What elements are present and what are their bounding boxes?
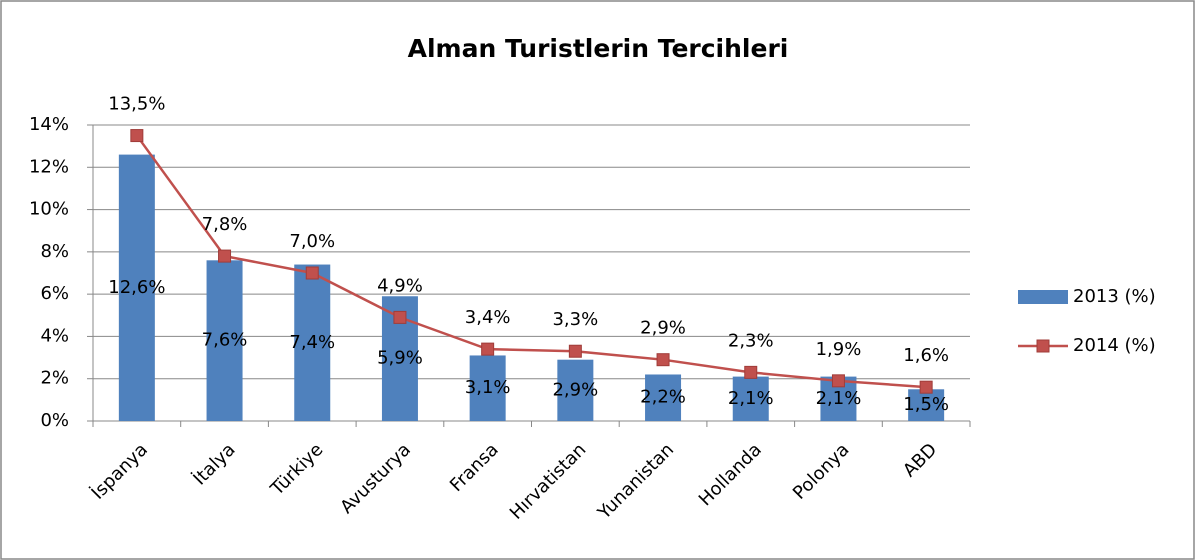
data-label: 3,3%	[552, 309, 598, 330]
marker	[831, 374, 845, 388]
data-label: 7,4%	[289, 332, 335, 353]
bar	[469, 355, 506, 421]
bar	[645, 374, 682, 421]
data-label: 4,9%	[377, 275, 423, 296]
y-tick-label: 0%	[40, 410, 69, 431]
data-label: 7,8%	[202, 214, 248, 235]
data-label: 1,6%	[903, 345, 949, 366]
line	[135, 134, 927, 389]
marker	[305, 266, 319, 280]
bar	[118, 154, 155, 421]
data-label: 2,1%	[816, 388, 862, 409]
y-tick-label: 6%	[40, 283, 69, 304]
data-label: 2,3%	[728, 330, 774, 351]
marker	[218, 249, 232, 263]
data-label: 2,2%	[640, 387, 686, 408]
data-label: 2,9%	[640, 318, 686, 339]
data-label: 7,6%	[202, 330, 248, 351]
y-tick-label: 14%	[29, 114, 69, 135]
marker	[744, 365, 758, 379]
data-label: 2,9%	[552, 379, 598, 400]
marker	[393, 310, 407, 324]
marker	[568, 344, 582, 358]
data-label: 2,1%	[728, 388, 774, 409]
bar	[908, 389, 945, 421]
chart-title: Alman Turistlerin Tercihleri	[408, 34, 789, 63]
marker	[919, 380, 933, 394]
data-label: 13,5%	[108, 94, 165, 115]
y-tick-label: 4%	[40, 325, 69, 346]
data-label: 3,4%	[465, 307, 511, 328]
legend-label: 2013 (%)	[1073, 286, 1156, 307]
y-tick-label: 12%	[29, 156, 69, 177]
data-label: 5,9%	[377, 348, 423, 369]
bar	[206, 260, 243, 421]
bar	[294, 264, 331, 421]
legend-label: 2014 (%)	[1073, 335, 1156, 356]
y-tick-label: 8%	[40, 241, 69, 262]
data-label: 7,0%	[289, 231, 335, 252]
bar	[557, 359, 594, 421]
data-label: 3,1%	[465, 377, 511, 398]
marker	[656, 353, 670, 367]
legend-marker	[1036, 339, 1050, 353]
data-label: 1,9%	[816, 339, 862, 360]
data-label: 1,5%	[903, 394, 949, 415]
marker	[481, 342, 495, 356]
data-label: 12,6%	[108, 277, 165, 298]
bar	[732, 376, 769, 421]
marker	[130, 129, 144, 143]
y-tick-label: 10%	[29, 199, 69, 220]
legend-swatch	[1018, 290, 1068, 304]
y-tick-label: 2%	[40, 368, 69, 389]
